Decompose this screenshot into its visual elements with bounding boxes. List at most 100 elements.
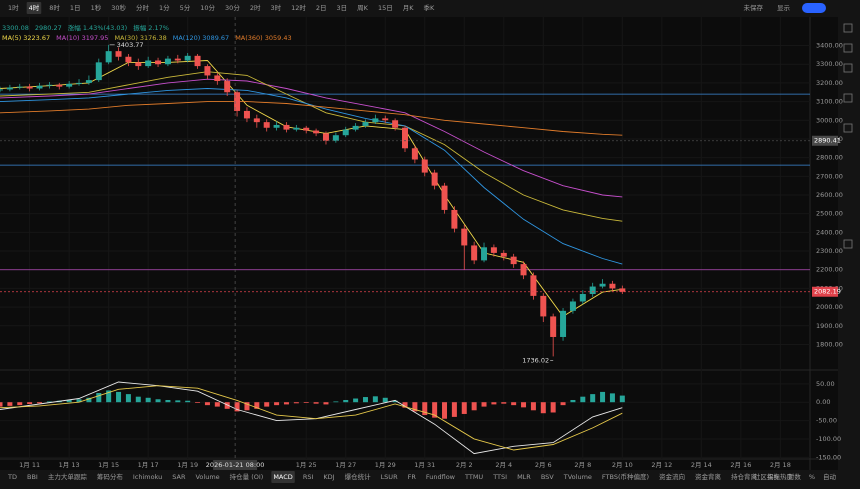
candle-body [560,310,567,337]
histogram-bar [511,402,517,406]
indicator-tab[interactable]: Fundflow [426,473,456,481]
x-tick-label: 2月 16 [730,461,751,469]
indicator-tab[interactable]: BSV [541,473,554,481]
x-tick-label: 1月 29 [375,461,396,469]
y-tick-label: 0.00 [816,398,830,406]
toolbar-button[interactable]: 显示 [777,4,791,12]
indicator-tab[interactable]: Volume [195,473,219,481]
axis-option[interactable]: 自动 [823,472,837,481]
candle-body [243,110,250,119]
histogram-bar [550,402,556,413]
y-tick-label: 3200.00 [816,79,843,87]
x-tick-label: 2月 8 [574,461,591,469]
candle-body [342,129,349,136]
side-toolbar [838,17,860,489]
x-tick-label: 2月 2 [456,461,473,469]
indicator-tab[interactable]: 爆仓统计 [345,472,372,481]
candle-body [0,89,3,91]
timeframe-button[interactable]: 2时 [250,3,261,12]
timeframe-button[interactable]: 月K [403,4,415,12]
indicator-tab[interactable]: FTBS(币种偏度) [602,472,649,481]
indicator-tab[interactable]: RSI [303,473,314,481]
icon[interactable] [843,63,853,73]
axis-option[interactable]: % [809,473,815,481]
timeframe-button[interactable]: 1分 [159,3,170,12]
indicator-tab[interactable]: MACD [273,473,292,481]
indicator-tab[interactable]: 主力大单跟踪 [48,472,88,481]
indicator-tab[interactable]: Ichimoku [133,473,162,481]
active-tab [271,471,295,483]
indicator-tab[interactable]: 资金背离 [695,472,722,481]
candle-body [402,127,408,149]
indicator-tab[interactable]: KDJ [323,473,334,481]
icon[interactable] [843,123,853,133]
timeframe-button[interactable]: 4时 [29,3,40,12]
axis-option[interactable]: 社区指标 [754,472,781,481]
candle-body [579,294,586,302]
candle-body [155,60,162,65]
axis-option[interactable]: 对数 [788,472,802,481]
high-annotation: 3403.77 [117,41,144,49]
icon[interactable] [843,239,853,249]
histogram-bar [195,402,201,403]
timeframe-button[interactable]: 分时 [136,3,150,12]
indicator-tab[interactable]: TTSI [492,473,507,481]
indicator-tab[interactable]: TD [7,473,17,481]
indicator-tab[interactable]: SAR [172,473,186,481]
histogram-bar [501,402,507,404]
timeframe-button[interactable]: 3时 [270,3,281,12]
icon[interactable] [843,93,853,103]
indicator-tab[interactable]: LSUR [381,473,399,481]
histogram-bar [471,402,477,411]
candle-body [510,256,517,265]
timeframe-button[interactable]: 1秒 [91,3,102,12]
icon[interactable] [843,23,853,33]
timeframe-button[interactable]: 2日 [316,4,327,12]
timeframe-button[interactable]: 1时 [8,3,19,12]
candle-body [431,172,438,186]
indicator-tab[interactable]: BBI [27,473,38,481]
timeframe-button[interactable]: 30分 [225,3,240,12]
timeframe-button[interactable]: 10分 [200,3,215,12]
histogram-bar [362,397,368,403]
ticker-info: 2980.27 [35,24,62,32]
candle-body [145,60,152,67]
candle-body [224,81,231,93]
top-toolbar [0,0,860,17]
legend-name: MA(120) [173,34,201,42]
indicator-tab[interactable]: 资金流向 [659,472,685,481]
timeframe-button[interactable]: 30秒 [111,3,126,12]
y-tick-label: 2300.00 [816,247,843,255]
timeframe-button[interactable]: 5分 [180,3,191,12]
indicator-tab[interactable]: FR [408,473,417,481]
toolbar-button[interactable]: 未保存 [744,3,764,12]
timeframe-button[interactable]: 1日 [70,4,81,12]
side-icons [843,23,853,249]
timeframe-button[interactable]: 3日 [337,4,348,12]
candle-body [451,209,458,229]
candle-body [56,84,63,87]
histogram-bar [392,400,398,403]
histogram-bar [7,402,13,406]
histogram-bar [204,402,210,406]
indicator-tab[interactable]: 持仓背离 [731,472,758,481]
timeframe-button[interactable]: 季K [423,3,435,12]
indicator-tab[interactable]: TTMU [464,473,483,481]
indicator-tab[interactable]: 持仓量 (OI) [230,472,264,481]
indicator-line [0,71,623,222]
timeframe-button[interactable]: 12时 [291,3,306,12]
x-tick-label: 1月 17 [138,461,159,469]
icon[interactable] [843,43,853,53]
indicator-tab[interactable]: 买卖热度 [767,472,794,481]
timeframe-button[interactable]: 周K [357,4,369,12]
indicator-tab[interactable]: TVolume [563,473,592,481]
y-tick-label: 2500.00 [816,210,843,218]
legend-value: 3176.38 [140,34,167,42]
indicator-bar [0,470,838,489]
timeframe-button[interactable]: 8时 [49,3,60,12]
timeframe-button[interactable]: 15日 [378,4,393,12]
indicator-tab[interactable]: MLR [517,473,531,481]
candle-body [95,62,102,81]
account-badge[interactable] [802,3,826,13]
indicator-tab[interactable]: 筹码分布 [97,472,124,481]
